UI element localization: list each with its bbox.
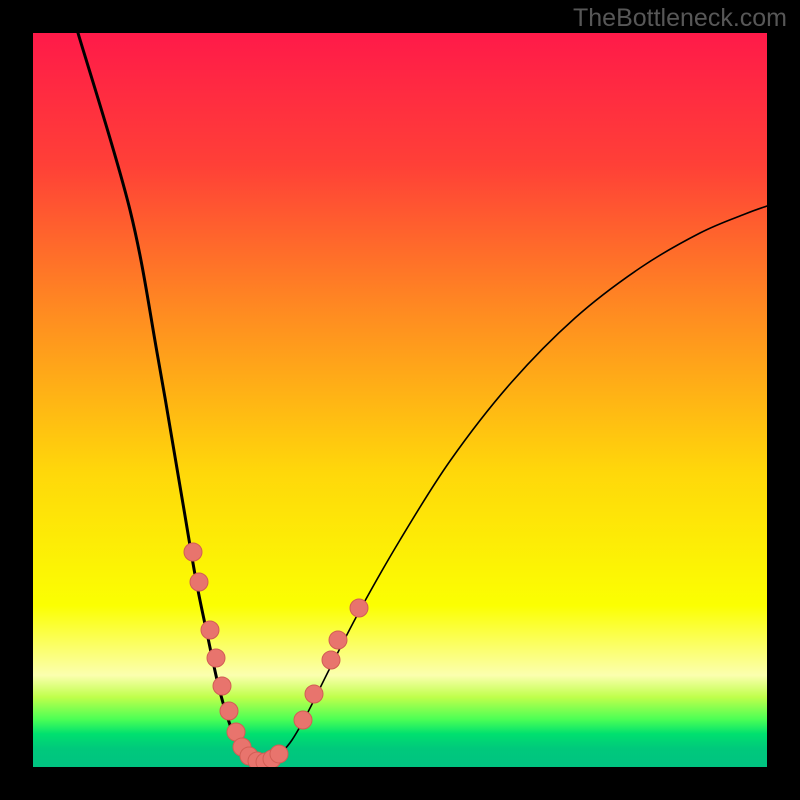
marker-dot: [305, 685, 323, 703]
marker-dot: [329, 631, 347, 649]
marker-dot: [322, 651, 340, 669]
chart-svg: [0, 0, 800, 800]
marker-dot: [190, 573, 208, 591]
marker-dot: [184, 543, 202, 561]
marker-dot: [270, 745, 288, 763]
marker-dot: [350, 599, 368, 617]
chart-container: TheBottleneck.com: [0, 0, 800, 800]
marker-dot: [220, 702, 238, 720]
watermark-text: TheBottleneck.com: [573, 4, 787, 33]
plot-background: [33, 33, 767, 767]
marker-dot: [294, 711, 312, 729]
marker-dot: [207, 649, 225, 667]
marker-dot: [201, 621, 219, 639]
marker-dot: [213, 677, 231, 695]
